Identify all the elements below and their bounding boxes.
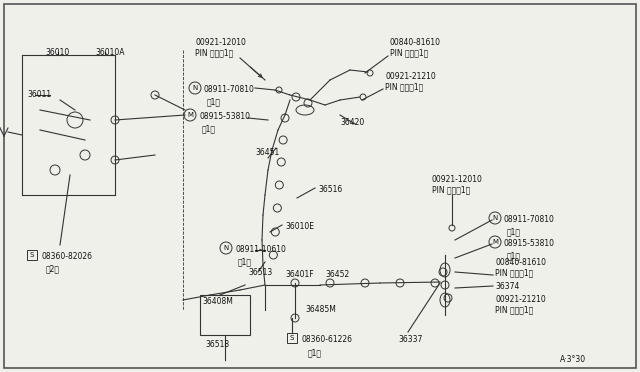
Text: 08911-70810: 08911-70810 bbox=[504, 215, 555, 224]
Text: （2）: （2） bbox=[46, 264, 60, 273]
Text: PIN ピン（1）: PIN ピン（1） bbox=[385, 82, 423, 91]
Text: 00921-21210: 00921-21210 bbox=[385, 72, 436, 81]
Text: 00840-81610: 00840-81610 bbox=[390, 38, 441, 47]
Text: 36010E: 36010E bbox=[285, 222, 314, 231]
Text: 36401F: 36401F bbox=[285, 270, 314, 279]
Text: PIN ピン（1）: PIN ピン（1） bbox=[495, 305, 533, 314]
Text: 36451: 36451 bbox=[255, 148, 279, 157]
Text: A·3°30: A·3°30 bbox=[560, 355, 586, 364]
Text: 36485M: 36485M bbox=[305, 305, 336, 314]
Text: N: N bbox=[193, 85, 198, 91]
Bar bbox=[27, 250, 37, 260]
Bar bbox=[287, 333, 297, 343]
Text: S: S bbox=[30, 252, 34, 258]
Text: 08911-70810: 08911-70810 bbox=[204, 85, 255, 94]
Text: 00921-21210: 00921-21210 bbox=[495, 295, 546, 304]
Circle shape bbox=[189, 82, 201, 94]
Text: （1）: （1） bbox=[207, 97, 221, 106]
Bar bbox=[200, 295, 250, 335]
Circle shape bbox=[184, 109, 196, 121]
Text: 08911-10610: 08911-10610 bbox=[235, 245, 286, 254]
Text: （1）: （1） bbox=[308, 348, 322, 357]
Text: 00840-81610: 00840-81610 bbox=[495, 258, 546, 267]
Text: 36420: 36420 bbox=[340, 118, 364, 127]
Text: （1）: （1） bbox=[202, 124, 216, 133]
Text: 00921-12010: 00921-12010 bbox=[432, 175, 483, 184]
Text: 36337: 36337 bbox=[398, 335, 422, 344]
Text: M: M bbox=[187, 112, 193, 118]
Text: （1）: （1） bbox=[507, 227, 521, 236]
Text: PIN ピン（1）: PIN ピン（1） bbox=[495, 268, 533, 277]
Text: PIN ピン（1）: PIN ピン（1） bbox=[390, 48, 428, 57]
Text: （1）: （1） bbox=[507, 251, 521, 260]
Text: 08915-53810: 08915-53810 bbox=[504, 239, 555, 248]
Text: 36513: 36513 bbox=[248, 268, 272, 277]
Text: 08360-61226: 08360-61226 bbox=[302, 335, 353, 344]
Text: N: N bbox=[492, 215, 498, 221]
Circle shape bbox=[220, 242, 232, 254]
Text: S: S bbox=[290, 335, 294, 341]
Circle shape bbox=[489, 236, 501, 248]
Text: N: N bbox=[223, 245, 228, 251]
Text: 08360-82026: 08360-82026 bbox=[42, 252, 93, 261]
Text: 00921-12010: 00921-12010 bbox=[195, 38, 246, 47]
Text: 36408M: 36408M bbox=[202, 297, 233, 306]
Text: 36011: 36011 bbox=[27, 90, 51, 99]
Text: 36374: 36374 bbox=[495, 282, 520, 291]
Text: 08915-53810: 08915-53810 bbox=[199, 112, 250, 121]
Text: 36452: 36452 bbox=[325, 270, 349, 279]
Text: 36518: 36518 bbox=[205, 340, 229, 349]
Text: M: M bbox=[492, 239, 498, 245]
Text: 36010: 36010 bbox=[45, 48, 69, 57]
Circle shape bbox=[489, 212, 501, 224]
Text: 36010A: 36010A bbox=[95, 48, 125, 57]
Text: 36516: 36516 bbox=[318, 185, 342, 194]
Text: PIN ピン（1）: PIN ピン（1） bbox=[432, 185, 470, 194]
Text: PIN ピン（1）: PIN ピン（1） bbox=[195, 48, 233, 57]
Text: （1）: （1） bbox=[238, 257, 252, 266]
